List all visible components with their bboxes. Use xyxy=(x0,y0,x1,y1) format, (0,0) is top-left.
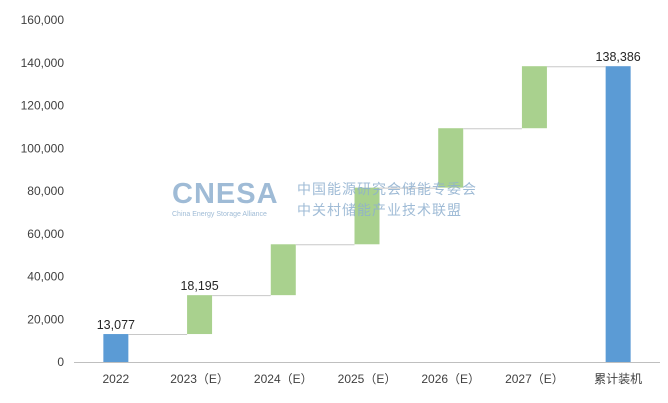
data-label: 138,386 xyxy=(596,50,641,64)
x-tick-label: 2024（E） xyxy=(254,372,313,386)
y-tick-label: 60,000 xyxy=(27,227,64,241)
y-axis: 0 20,000 40,000 60,000 80,000 100,000 120,000 1… xyxy=(21,13,65,369)
x-tick-label: 2022 xyxy=(103,372,130,386)
y-tick-label: 160,000 xyxy=(21,13,65,27)
x-tick-label: 2026（E） xyxy=(421,372,480,386)
x-tick-label: 2025（E） xyxy=(338,372,397,386)
watermark-cn-line1: 中国能源研究会储能专委会 xyxy=(297,181,477,197)
y-tick-label: 80,000 xyxy=(27,184,64,198)
x-tick-label: 累计装机 xyxy=(594,372,642,386)
x-tick-label: 2027（E） xyxy=(505,372,564,386)
watermark-subtitle: China Energy Storage Alliance xyxy=(172,211,267,218)
y-tick-label: 20,000 xyxy=(27,312,64,326)
bar xyxy=(605,66,631,363)
bar xyxy=(103,334,129,362)
bar xyxy=(270,244,296,296)
data-label: 18,195 xyxy=(180,279,218,293)
x-tick-label: 2023（E） xyxy=(170,372,229,386)
bar xyxy=(521,66,547,129)
watermark-cn-line2: 中关村储能产业技术联盟 xyxy=(297,202,462,218)
bars-group xyxy=(103,66,631,363)
watermark: CNESA China Energy Storage Alliance 中国能源… xyxy=(172,178,477,218)
y-tick-label: 40,000 xyxy=(27,270,64,284)
y-tick-label: 0 xyxy=(57,355,64,369)
y-tick-label: 140,000 xyxy=(21,56,65,70)
data-label: 13,077 xyxy=(97,318,135,332)
connectors-group xyxy=(128,66,606,336)
bar xyxy=(438,128,464,188)
data-labels-group: 13,077 18,195 138,386 xyxy=(97,50,641,332)
watermark-brand: CNESA xyxy=(172,178,279,210)
y-tick-label: 120,000 xyxy=(21,99,65,113)
y-tick-label: 100,000 xyxy=(21,141,65,155)
x-axis: 2022 2023（E） 2024（E） 2025（E） 2026（E） 2027（E） 累… xyxy=(74,362,660,386)
bar xyxy=(354,187,380,245)
bar xyxy=(187,295,213,335)
